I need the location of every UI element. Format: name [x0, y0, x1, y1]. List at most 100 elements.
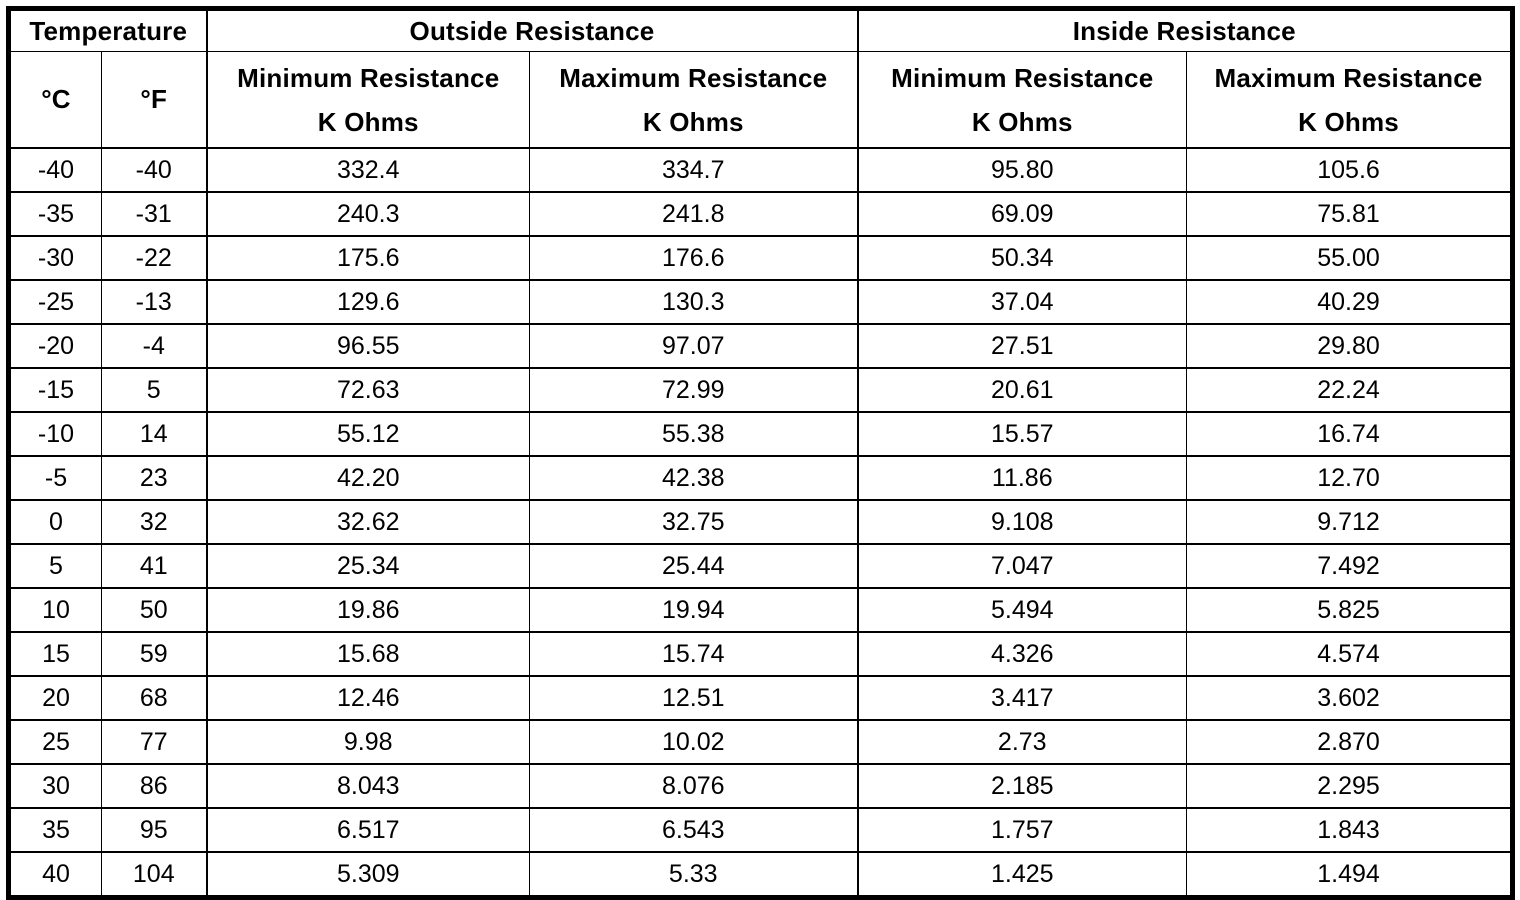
cell-outside-min: 6.517	[206, 807, 530, 853]
cell-outside-min: 240.3	[206, 191, 530, 237]
cell-fahrenheit: 95	[101, 807, 208, 853]
table-row: -30 -22 175.6 176.6 50.34 55.00	[8, 235, 1513, 281]
cell-outside-min: 129.6	[206, 279, 530, 325]
inside-min-header-stack: Minimum Resistance K Ohms	[859, 52, 1186, 146]
table-row: 10 50 19.86 19.94 5.494 5.825	[8, 587, 1513, 633]
cell-outside-max: 15.74	[529, 631, 859, 677]
cell-inside-min: 5.494	[857, 587, 1188, 633]
cell-fahrenheit: -40	[101, 147, 208, 193]
temperature-group-header: Temperature	[8, 7, 208, 52]
cell-inside-max: 29.80	[1186, 323, 1513, 369]
inside-min-column-header: Minimum Resistance K Ohms	[857, 51, 1188, 149]
document-page: Temperature Outside Resistance Inside Re…	[6, 6, 1516, 900]
inside-min-label: Minimum Resistance	[891, 63, 1154, 93]
cell-celsius: 15	[8, 631, 102, 677]
cell-celsius: -10	[8, 411, 102, 457]
outside-max-header-stack: Maximum Resistance K Ohms	[530, 52, 856, 146]
cell-inside-max: 40.29	[1186, 279, 1513, 325]
cell-outside-max: 130.3	[529, 279, 859, 325]
cell-inside-min: 20.61	[857, 367, 1188, 413]
outside-min-unit: K Ohms	[317, 107, 419, 137]
cell-inside-min: 2.73	[857, 719, 1188, 765]
cell-outside-min: 55.12	[206, 411, 530, 457]
cell-celsius: 35	[8, 807, 102, 853]
table-row: 15 59 15.68 15.74 4.326 4.574	[8, 631, 1513, 677]
cell-inside-max: 12.70	[1186, 455, 1513, 501]
table-row: -15 5 72.63 72.99 20.61 22.24	[8, 367, 1513, 413]
cell-celsius: -20	[8, 323, 102, 369]
cell-outside-max: 32.75	[529, 499, 859, 545]
cell-inside-max: 55.00	[1186, 235, 1513, 281]
cell-outside-min: 332.4	[206, 147, 530, 193]
cell-outside-max: 25.44	[529, 543, 859, 589]
cell-outside-min: 42.20	[206, 455, 530, 501]
cell-outside-max: 55.38	[529, 411, 859, 457]
cell-celsius: -25	[8, 279, 102, 325]
cell-outside-max: 10.02	[529, 719, 859, 765]
inside-max-label: Maximum Resistance	[1214, 63, 1483, 93]
cell-inside-min: 4.326	[857, 631, 1188, 677]
cell-fahrenheit: -4	[101, 323, 208, 369]
cell-fahrenheit: 86	[101, 763, 208, 809]
table-row: 5 41 25.34 25.44 7.047 7.492	[8, 543, 1513, 589]
cell-celsius: 10	[8, 587, 102, 633]
table-header: Temperature Outside Resistance Inside Re…	[8, 7, 1513, 149]
cell-fahrenheit: -31	[101, 191, 208, 237]
outside-max-column-header: Maximum Resistance K Ohms	[529, 51, 859, 149]
cell-celsius: 20	[8, 675, 102, 721]
cell-outside-max: 97.07	[529, 323, 859, 369]
cell-inside-max: 9.712	[1186, 499, 1513, 545]
outside-max-unit: K Ohms	[642, 107, 744, 137]
cell-inside-max: 105.6	[1186, 147, 1513, 193]
cell-inside-min: 3.417	[857, 675, 1188, 721]
cell-inside-max: 7.492	[1186, 543, 1513, 589]
fahrenheit-column-header: °F	[101, 51, 208, 149]
cell-outside-max: 19.94	[529, 587, 859, 633]
cell-celsius: -30	[8, 235, 102, 281]
cell-inside-max: 75.81	[1186, 191, 1513, 237]
table-row: 30 86 8.043 8.076 2.185 2.295	[8, 763, 1513, 809]
cell-inside-max: 2.295	[1186, 763, 1513, 809]
inside-max-unit: K Ohms	[1298, 107, 1399, 137]
cell-celsius: -5	[8, 455, 102, 501]
cell-fahrenheit: 50	[101, 587, 208, 633]
cell-outside-min: 8.043	[206, 763, 530, 809]
table-row: -5 23 42.20 42.38 11.86 12.70	[8, 455, 1513, 501]
outside-min-label: Minimum Resistance	[237, 63, 500, 93]
cell-outside-max: 176.6	[529, 235, 859, 281]
table-row: 20 68 12.46 12.51 3.417 3.602	[8, 675, 1513, 721]
outside-min-header-stack: Minimum Resistance K Ohms	[208, 52, 529, 146]
table-row: -10 14 55.12 55.38 15.57 16.74	[8, 411, 1513, 457]
cell-fahrenheit: 104	[101, 851, 208, 899]
cell-inside-min: 9.108	[857, 499, 1188, 545]
cell-fahrenheit: 32	[101, 499, 208, 545]
cell-inside-min: 11.86	[857, 455, 1188, 501]
cell-inside-min: 95.80	[857, 147, 1188, 193]
cell-outside-min: 96.55	[206, 323, 530, 369]
cell-inside-min: 7.047	[857, 543, 1188, 589]
cell-inside-min: 15.57	[857, 411, 1188, 457]
cell-outside-max: 241.8	[529, 191, 859, 237]
cell-inside-max: 16.74	[1186, 411, 1513, 457]
outside-max-label: Maximum Resistance	[559, 63, 828, 93]
cell-outside-min: 175.6	[206, 235, 530, 281]
cell-celsius: 5	[8, 543, 102, 589]
table-body: -40 -40 332.4 334.7 95.80 105.6 -35 -31 240.3 241…	[8, 147, 1513, 899]
cell-outside-max: 334.7	[529, 147, 859, 193]
cell-outside-min: 19.86	[206, 587, 530, 633]
inside-resistance-group-header: Inside Resistance	[857, 7, 1513, 52]
cell-inside-max: 1.843	[1186, 807, 1513, 853]
cell-fahrenheit: 5	[101, 367, 208, 413]
table-row: 25 77 9.98 10.02 2.73 2.870	[8, 719, 1513, 765]
cell-outside-min: 5.309	[206, 851, 530, 899]
cell-inside-max: 22.24	[1186, 367, 1513, 413]
cell-outside-min: 72.63	[206, 367, 530, 413]
cell-outside-min: 32.62	[206, 499, 530, 545]
table-row: 0 32 32.62 32.75 9.108 9.712	[8, 499, 1513, 545]
cell-outside-min: 9.98	[206, 719, 530, 765]
cell-outside-max: 72.99	[529, 367, 859, 413]
cell-celsius: 0	[8, 499, 102, 545]
cell-inside-min: 2.185	[857, 763, 1188, 809]
cell-outside-min: 25.34	[206, 543, 530, 589]
cell-inside-min: 27.51	[857, 323, 1188, 369]
